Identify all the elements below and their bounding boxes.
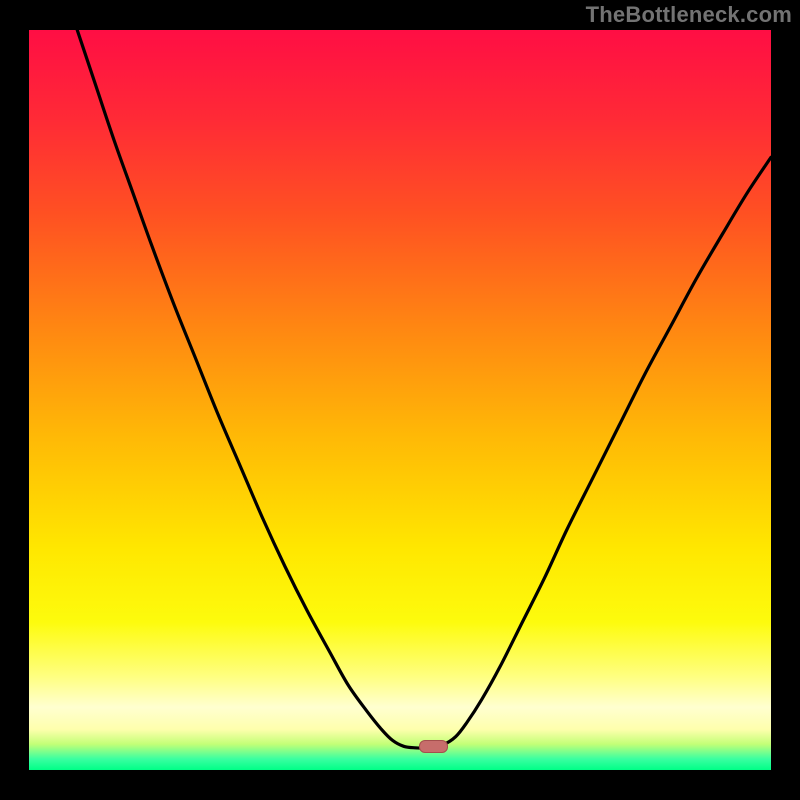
curve-path [77,30,771,748]
plot-area [29,30,771,770]
bottleneck-curve [29,30,771,770]
optimum-marker [419,740,448,753]
chart-frame: TheBottleneck.com [0,0,800,800]
watermark-text: TheBottleneck.com [586,2,792,28]
